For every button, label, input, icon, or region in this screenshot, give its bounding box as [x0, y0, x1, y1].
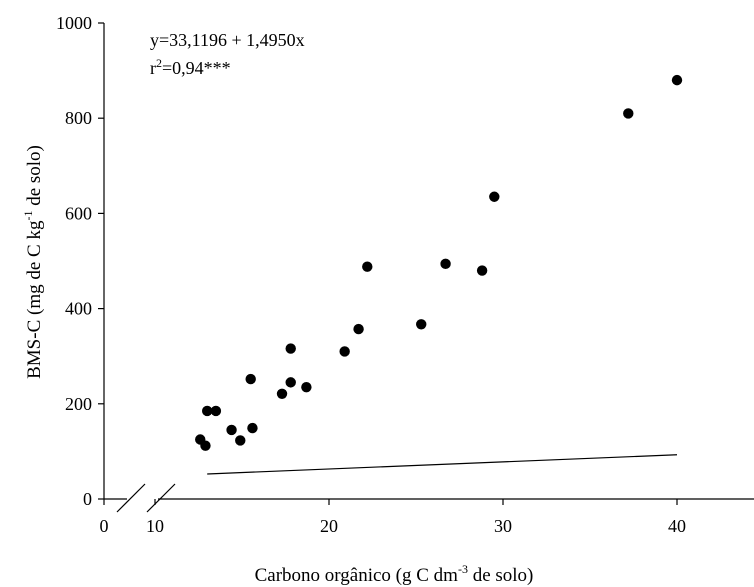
- y-tick-label: 600: [65, 203, 92, 223]
- data-point: [226, 424, 237, 436]
- regression-line: [207, 454, 678, 475]
- data-point: [623, 108, 634, 119]
- data-point: [489, 191, 500, 202]
- data-point: [235, 435, 246, 446]
- data-point: [210, 405, 222, 417]
- data-point: [301, 381, 312, 393]
- data-point: [476, 265, 488, 276]
- data-point: [285, 343, 296, 354]
- y-tick-label: 200: [65, 394, 92, 414]
- data-point: [247, 422, 258, 434]
- x-axis-break-mark: [116, 483, 146, 513]
- x-axis-break-mark: [146, 483, 176, 513]
- data-point: [440, 258, 451, 270]
- data-point: [276, 388, 288, 400]
- data-point: [362, 261, 373, 272]
- data-points: [195, 74, 683, 451]
- data-point: [245, 373, 256, 385]
- x-tick-label: 30: [494, 516, 512, 536]
- y-tick-label: 1000: [56, 13, 92, 33]
- y-tick-label: 800: [65, 108, 92, 128]
- data-point: [285, 377, 296, 388]
- chart-ticks: 0 200 400 600 800 1000 10 20 30 40: [56, 13, 686, 536]
- data-point: [202, 405, 213, 417]
- y-tick-label: 400: [65, 299, 92, 319]
- x-axis-title: Carbono orgânico (g C dm-3 de solo): [255, 562, 534, 586]
- x-tick-label: 20: [320, 516, 338, 536]
- equation-label: y=33,1196 + 1,4950x: [150, 30, 305, 50]
- y-axis-title: BMS-C (mg de C kg-1 de solo): [21, 145, 45, 379]
- chart-axes: [103, 23, 754, 513]
- data-point: [671, 74, 683, 86]
- r-squared-label: r2=0,94***: [150, 56, 231, 78]
- data-point: [339, 346, 350, 357]
- x-tick-label: 40: [668, 516, 686, 536]
- x-origin-tick-label: 0: [100, 516, 109, 536]
- regression-line-group: [207, 454, 678, 475]
- data-point: [353, 323, 364, 335]
- data-point: [200, 440, 211, 451]
- x-tick-label: 10: [146, 516, 164, 536]
- data-point: [416, 319, 427, 330]
- y-tick-label: 0: [83, 489, 92, 509]
